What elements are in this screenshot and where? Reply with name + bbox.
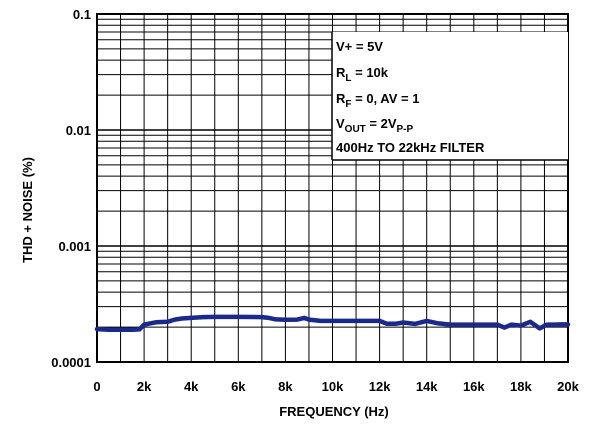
annotation-text: = 0, AV = 1 <box>352 91 420 106</box>
y-tick-label: 0.1 <box>73 7 91 22</box>
annotation-subscript: P-P <box>397 124 414 135</box>
annotation-text: = 2V <box>366 116 397 131</box>
x-tick-label: 10k <box>322 379 344 394</box>
annotation-line: V+ = 5V <box>336 39 383 54</box>
annotation-text: 400Hz TO 22kHz FILTER <box>336 140 485 155</box>
annotation-text: = 10k <box>352 65 389 80</box>
annotation-subscript: F <box>345 99 351 110</box>
y-tick-label: 0.01 <box>66 123 91 138</box>
plot-border <box>96 13 569 363</box>
annotation-text: R <box>336 65 346 80</box>
annotation-text: V <box>336 116 345 131</box>
annotation-line: 400Hz TO 22kHz FILTER <box>336 140 485 155</box>
x-tick-label: 6k <box>231 379 246 394</box>
x-axis-label: FREQUENCY (Hz) <box>279 404 389 419</box>
x-tick-label: 16k <box>463 379 485 394</box>
annotation-text: R <box>336 91 346 106</box>
x-tick-label: 14k <box>416 379 438 394</box>
y-tick-label: 0.001 <box>58 239 91 254</box>
x-tick-label: 4k <box>184 379 199 394</box>
annotation-line: RL = 10k <box>336 65 389 84</box>
series-layer <box>94 314 571 332</box>
x-tick-labels: 0 2k 4k 6k 8k 10k 12k 14k 16k 18k 20k <box>93 379 579 394</box>
annotation-subscript: OUT <box>345 124 366 135</box>
y-tick-label: 0.0001 <box>51 355 91 370</box>
x-tick-label: 20k <box>557 379 579 394</box>
annotation-subscript: L <box>345 73 351 84</box>
annotation-background <box>332 32 568 160</box>
x-tick-label: 8k <box>278 379 293 394</box>
plot-frame <box>96 13 569 363</box>
x-tick-label: 0 <box>93 379 100 394</box>
x-tick-label: 12k <box>369 379 391 394</box>
y-axis-label: THD + NOISE (%) <box>20 157 35 263</box>
annotation-text: V+ = 5V <box>336 39 383 54</box>
series-line <box>94 314 571 332</box>
x-tick-label: 2k <box>137 379 152 394</box>
annotation-line: RF = 0, AV = 1 <box>336 91 419 110</box>
x-tick-label: 18k <box>510 379 532 394</box>
annotation-line: VOUT = 2VP-P <box>336 116 414 135</box>
y-tick-labels: 0.1 0.01 0.001 0.0001 <box>51 7 91 370</box>
